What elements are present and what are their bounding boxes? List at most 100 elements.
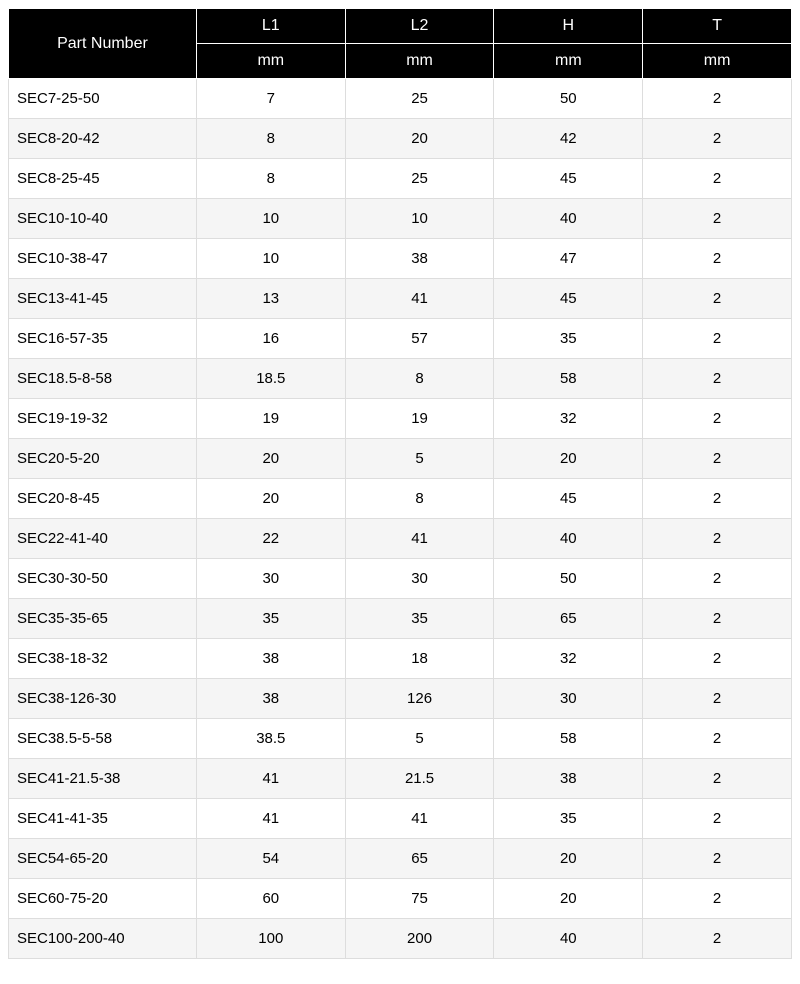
cell-h: 20 (494, 439, 643, 479)
table-row: SEC38-18-323818322 (9, 639, 792, 679)
cell-t: 2 (643, 439, 792, 479)
cell-l2: 65 (345, 839, 494, 879)
cell-part-number: SEC38.5-5-58 (9, 719, 197, 759)
cell-l2: 126 (345, 679, 494, 719)
cell-l2: 21.5 (345, 759, 494, 799)
cell-part-number: SEC18.5-8-58 (9, 359, 197, 399)
cell-h: 35 (494, 799, 643, 839)
cell-l1: 30 (196, 559, 345, 599)
cell-t: 2 (643, 519, 792, 559)
cell-part-number: SEC22-41-40 (9, 519, 197, 559)
cell-l1: 100 (196, 919, 345, 959)
cell-t: 2 (643, 359, 792, 399)
cell-part-number: SEC8-25-45 (9, 159, 197, 199)
cell-h: 32 (494, 399, 643, 439)
cell-l2: 30 (345, 559, 494, 599)
cell-h: 38 (494, 759, 643, 799)
parts-table: Part Number L1 L2 H T mm mm mm mm SEC7-2… (8, 8, 792, 959)
table-row: SEC10-10-401010402 (9, 199, 792, 239)
col-header-t: T (643, 9, 792, 44)
cell-t: 2 (643, 159, 792, 199)
col-unit-l2: mm (345, 44, 494, 79)
table-row: SEC38-126-3038126302 (9, 679, 792, 719)
cell-l2: 25 (345, 79, 494, 119)
table-row: SEC8-20-42820422 (9, 119, 792, 159)
table-row: SEC41-21.5-384121.5382 (9, 759, 792, 799)
col-header-l2: L2 (345, 9, 494, 44)
cell-part-number: SEC38-18-32 (9, 639, 197, 679)
cell-part-number: SEC20-5-20 (9, 439, 197, 479)
cell-h: 65 (494, 599, 643, 639)
cell-l1: 7 (196, 79, 345, 119)
cell-l2: 10 (345, 199, 494, 239)
cell-l2: 35 (345, 599, 494, 639)
cell-l2: 18 (345, 639, 494, 679)
cell-h: 47 (494, 239, 643, 279)
cell-l1: 20 (196, 479, 345, 519)
table-row: SEC20-5-20205202 (9, 439, 792, 479)
col-header-part-number: Part Number (9, 9, 197, 79)
cell-t: 2 (643, 79, 792, 119)
cell-part-number: SEC100-200-40 (9, 919, 197, 959)
cell-h: 50 (494, 559, 643, 599)
table-row: SEC22-41-402241402 (9, 519, 792, 559)
cell-part-number: SEC16-57-35 (9, 319, 197, 359)
cell-l2: 20 (345, 119, 494, 159)
cell-part-number: SEC60-75-20 (9, 879, 197, 919)
cell-part-number: SEC41-21.5-38 (9, 759, 197, 799)
cell-h: 30 (494, 679, 643, 719)
cell-part-number: SEC13-41-45 (9, 279, 197, 319)
cell-h: 58 (494, 719, 643, 759)
col-unit-h: mm (494, 44, 643, 79)
cell-l2: 57 (345, 319, 494, 359)
cell-l2: 200 (345, 919, 494, 959)
cell-t: 2 (643, 639, 792, 679)
table-row: SEC19-19-321919322 (9, 399, 792, 439)
cell-t: 2 (643, 599, 792, 639)
col-header-h: H (494, 9, 643, 44)
cell-part-number: SEC54-65-20 (9, 839, 197, 879)
col-unit-t: mm (643, 44, 792, 79)
cell-h: 32 (494, 639, 643, 679)
cell-l2: 5 (345, 719, 494, 759)
cell-part-number: SEC10-38-47 (9, 239, 197, 279)
cell-l1: 18.5 (196, 359, 345, 399)
cell-part-number: SEC20-8-45 (9, 479, 197, 519)
cell-l1: 38 (196, 679, 345, 719)
table-row: SEC13-41-451341452 (9, 279, 792, 319)
cell-part-number: SEC8-20-42 (9, 119, 197, 159)
col-header-l1: L1 (196, 9, 345, 44)
cell-t: 2 (643, 199, 792, 239)
cell-t: 2 (643, 399, 792, 439)
table-header: Part Number L1 L2 H T mm mm mm mm (9, 9, 792, 79)
cell-part-number: SEC19-19-32 (9, 399, 197, 439)
cell-l1: 19 (196, 399, 345, 439)
cell-h: 50 (494, 79, 643, 119)
cell-l2: 19 (345, 399, 494, 439)
cell-l2: 41 (345, 799, 494, 839)
cell-part-number: SEC35-35-65 (9, 599, 197, 639)
cell-h: 45 (494, 279, 643, 319)
table-row: SEC38.5-5-5838.55582 (9, 719, 792, 759)
cell-t: 2 (643, 119, 792, 159)
table-row: SEC16-57-351657352 (9, 319, 792, 359)
cell-part-number: SEC7-25-50 (9, 79, 197, 119)
cell-l1: 22 (196, 519, 345, 559)
cell-l2: 41 (345, 279, 494, 319)
cell-l1: 20 (196, 439, 345, 479)
cell-t: 2 (643, 319, 792, 359)
table-body: SEC7-25-50725502SEC8-20-42820422SEC8-25-… (9, 79, 792, 959)
cell-t: 2 (643, 679, 792, 719)
cell-l1: 16 (196, 319, 345, 359)
cell-l2: 5 (345, 439, 494, 479)
cell-t: 2 (643, 719, 792, 759)
cell-l1: 60 (196, 879, 345, 919)
cell-l1: 8 (196, 159, 345, 199)
cell-l1: 10 (196, 239, 345, 279)
cell-t: 2 (643, 799, 792, 839)
cell-h: 40 (494, 919, 643, 959)
cell-part-number: SEC10-10-40 (9, 199, 197, 239)
cell-t: 2 (643, 479, 792, 519)
table-row: SEC41-41-354141352 (9, 799, 792, 839)
table-row: SEC30-30-503030502 (9, 559, 792, 599)
